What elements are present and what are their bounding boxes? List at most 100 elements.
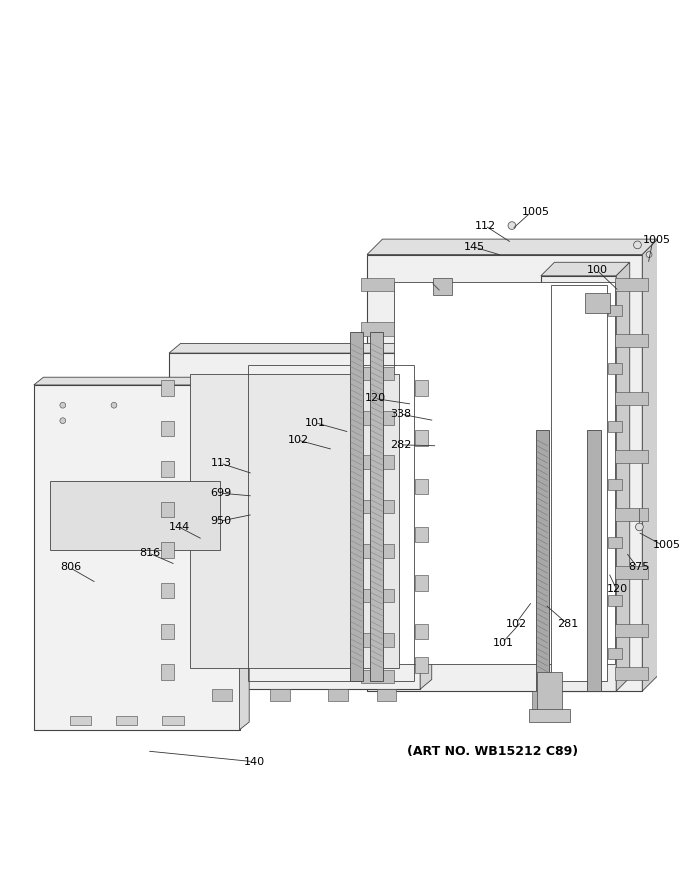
Polygon shape	[361, 367, 394, 380]
Polygon shape	[415, 624, 428, 639]
Text: 1005: 1005	[522, 207, 549, 217]
Text: 875: 875	[628, 562, 649, 573]
Polygon shape	[415, 479, 428, 494]
Circle shape	[646, 252, 652, 258]
Polygon shape	[161, 583, 174, 598]
Circle shape	[60, 418, 66, 423]
Polygon shape	[529, 708, 570, 722]
Text: 140: 140	[243, 757, 265, 766]
Text: 144: 144	[169, 522, 190, 532]
Polygon shape	[415, 657, 428, 673]
Polygon shape	[34, 385, 239, 730]
Polygon shape	[420, 343, 432, 689]
Polygon shape	[585, 293, 611, 312]
Text: 145: 145	[464, 242, 485, 252]
Text: 950: 950	[211, 517, 232, 526]
Polygon shape	[361, 589, 394, 602]
Polygon shape	[615, 624, 648, 637]
Polygon shape	[190, 374, 399, 668]
Text: 281: 281	[558, 619, 579, 628]
Polygon shape	[34, 378, 249, 385]
Polygon shape	[643, 239, 658, 691]
Polygon shape	[377, 689, 396, 700]
Text: 816: 816	[139, 548, 160, 558]
Polygon shape	[615, 508, 648, 521]
Polygon shape	[161, 542, 174, 558]
Circle shape	[60, 402, 66, 408]
Polygon shape	[361, 545, 394, 558]
Polygon shape	[537, 671, 562, 710]
Polygon shape	[50, 480, 220, 550]
Polygon shape	[609, 363, 622, 374]
Text: 120: 120	[365, 393, 386, 403]
Polygon shape	[361, 278, 394, 291]
Polygon shape	[551, 285, 607, 681]
Polygon shape	[367, 239, 658, 254]
Polygon shape	[212, 689, 232, 700]
Polygon shape	[361, 456, 394, 469]
Text: 120: 120	[607, 583, 628, 594]
Polygon shape	[244, 361, 418, 686]
Text: 806: 806	[60, 562, 81, 573]
Polygon shape	[161, 624, 174, 639]
Polygon shape	[609, 648, 622, 659]
Polygon shape	[361, 500, 394, 513]
Polygon shape	[361, 411, 394, 424]
Polygon shape	[615, 667, 648, 680]
Text: 282: 282	[390, 440, 411, 450]
Polygon shape	[609, 304, 622, 317]
Text: 102: 102	[506, 619, 527, 628]
Polygon shape	[350, 332, 363, 681]
Polygon shape	[361, 670, 394, 684]
Polygon shape	[609, 595, 622, 606]
Text: 113: 113	[211, 458, 232, 468]
Polygon shape	[415, 576, 428, 590]
Polygon shape	[370, 332, 384, 681]
Circle shape	[111, 402, 117, 408]
Circle shape	[636, 523, 643, 531]
Polygon shape	[367, 254, 643, 691]
Polygon shape	[432, 278, 452, 295]
Text: 101: 101	[305, 418, 326, 428]
Polygon shape	[328, 689, 347, 700]
Polygon shape	[615, 334, 648, 348]
Polygon shape	[161, 421, 174, 436]
Circle shape	[508, 222, 515, 230]
Polygon shape	[361, 634, 394, 647]
Polygon shape	[169, 343, 432, 353]
Polygon shape	[616, 262, 630, 691]
Polygon shape	[415, 527, 428, 542]
Polygon shape	[361, 322, 394, 335]
Polygon shape	[536, 430, 549, 691]
Text: (ART NO. WB15212 C89): (ART NO. WB15212 C89)	[407, 744, 578, 758]
Text: 699: 699	[211, 488, 232, 498]
Polygon shape	[116, 716, 137, 725]
Polygon shape	[541, 262, 630, 275]
Polygon shape	[609, 421, 622, 432]
Polygon shape	[615, 450, 648, 463]
Polygon shape	[161, 502, 174, 517]
Text: 102: 102	[288, 435, 309, 445]
Polygon shape	[588, 430, 600, 691]
Text: 1005: 1005	[653, 540, 680, 550]
Polygon shape	[541, 275, 616, 691]
Polygon shape	[169, 353, 420, 689]
Polygon shape	[615, 566, 648, 579]
Polygon shape	[271, 689, 290, 700]
Circle shape	[634, 241, 641, 249]
Polygon shape	[609, 479, 622, 490]
Polygon shape	[161, 461, 174, 477]
Text: 100: 100	[588, 265, 608, 275]
Polygon shape	[609, 537, 622, 548]
Polygon shape	[161, 664, 174, 679]
Polygon shape	[532, 691, 552, 708]
Polygon shape	[163, 716, 184, 725]
Polygon shape	[615, 392, 648, 405]
Text: 1005: 1005	[643, 235, 671, 245]
Polygon shape	[69, 716, 91, 725]
Text: 101: 101	[492, 638, 513, 648]
Text: 112: 112	[475, 221, 496, 231]
Text: 338: 338	[390, 409, 411, 419]
Polygon shape	[415, 380, 428, 396]
Polygon shape	[615, 278, 648, 291]
